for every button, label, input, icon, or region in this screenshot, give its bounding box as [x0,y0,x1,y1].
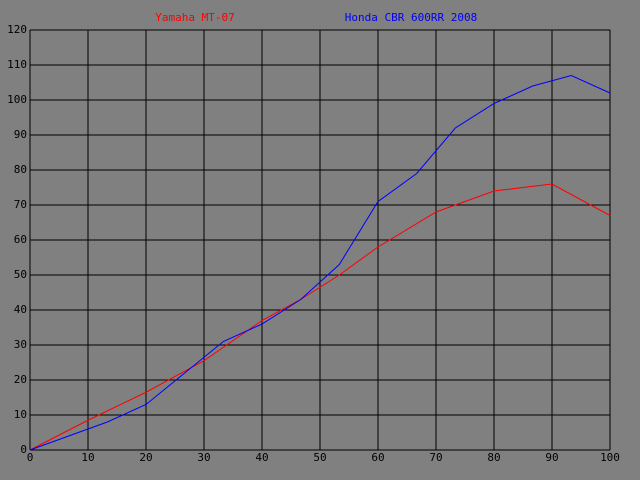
y-tick-label: 30 [14,338,27,351]
x-tick-label: 90 [545,451,558,464]
y-tick-label: 50 [14,268,27,281]
x-tick-label: 70 [429,451,442,464]
x-tick-label: 50 [313,451,326,464]
x-tick-label: 20 [139,451,152,464]
x-tick-label: 100 [600,451,620,464]
x-tick-label: 30 [197,451,210,464]
legend-label: Yamaha MT-07 [155,11,234,24]
x-tick-label: 80 [487,451,500,464]
y-tick-label: 20 [14,373,27,386]
y-tick-label: 70 [14,198,27,211]
y-tick-label: 60 [14,233,27,246]
series-line [29,74,611,451]
y-tick-label: 110 [7,58,27,71]
series-line [29,183,611,451]
x-tick-label: 0 [27,451,34,464]
legend-label: Honda CBR 600RR 2008 [345,11,477,24]
y-tick-label: 90 [14,128,27,141]
x-tick-label: 60 [371,451,384,464]
y-tick-label: 40 [14,303,27,316]
y-tick-label: 0 [20,443,27,456]
y-tick-label: 10 [14,408,27,421]
y-tick-label: 80 [14,163,27,176]
y-tick-label: 120 [7,23,27,36]
x-tick-label: 40 [255,451,268,464]
y-tick-label: 100 [7,93,27,106]
x-tick-label: 10 [81,451,94,464]
